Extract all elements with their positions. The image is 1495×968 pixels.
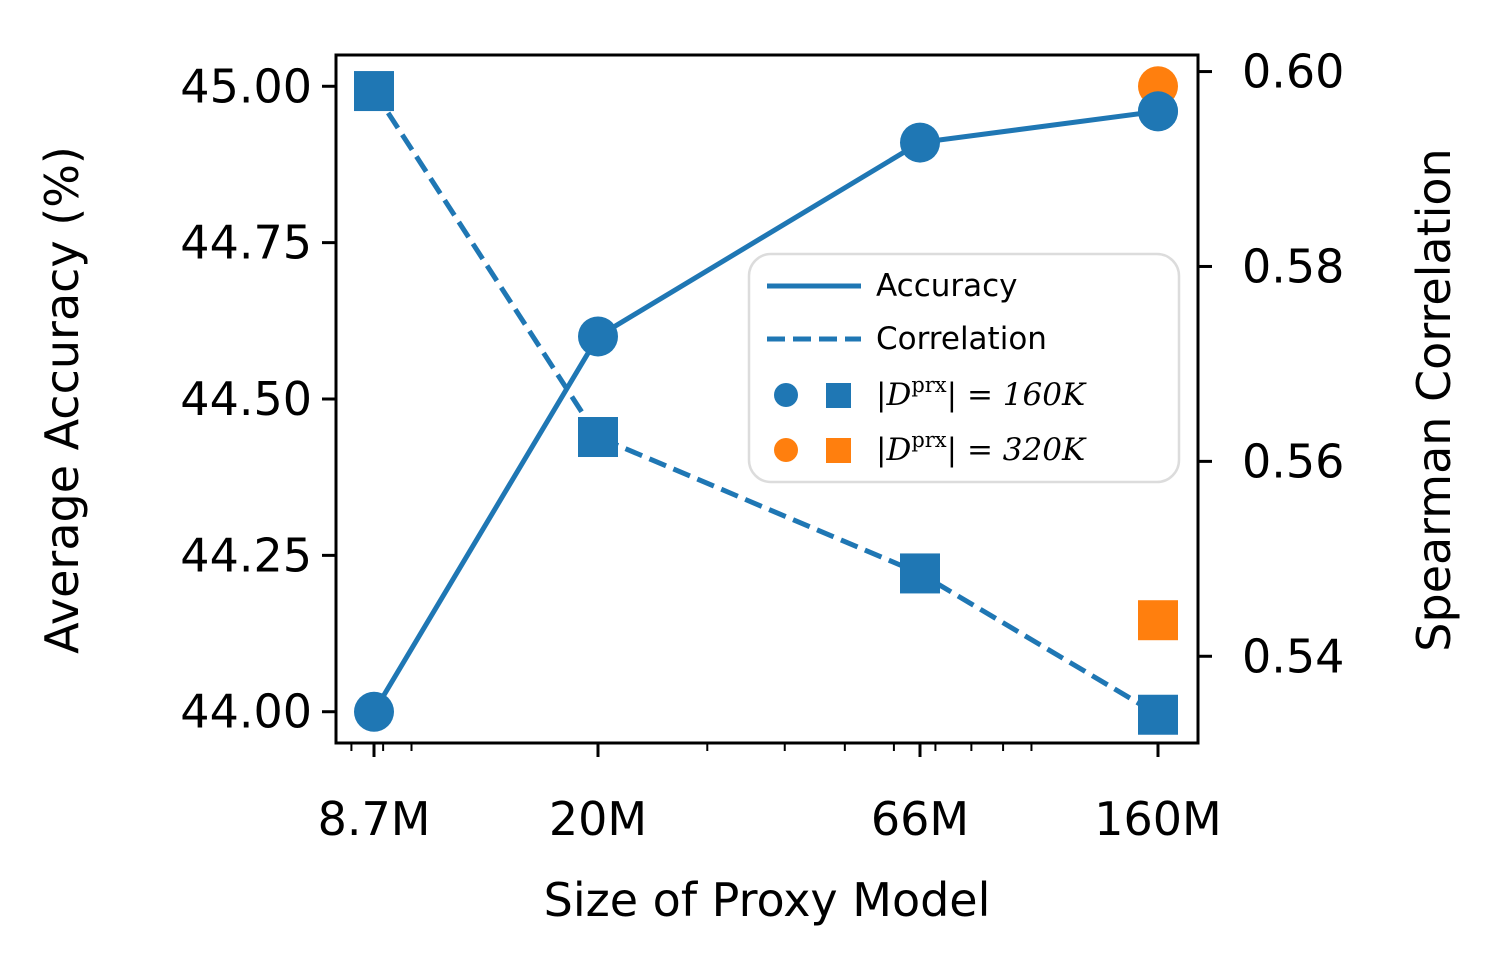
legend-160k-label: |Dprx| = 160K — [876, 373, 1087, 413]
accuracy-line — [371, 108, 1159, 714]
x-tick-label: 66M — [871, 792, 969, 846]
correlation-320k-point — [1138, 600, 1178, 641]
accuracy-point — [578, 316, 618, 357]
legend-box — [747, 252, 1181, 484]
x-tick-label: 20M — [549, 792, 647, 846]
y-left-tick-label: 44.50 — [180, 372, 312, 426]
legend-160k-circle-swatch — [774, 383, 798, 407]
legend-320k-label: |Dprx| = 320K — [876, 428, 1087, 468]
legend-320k-circle-swatch — [774, 438, 798, 462]
y-left-tick-label: 45.00 — [180, 59, 312, 113]
accuracy-point — [354, 691, 394, 732]
y-axis-right-label: Spearman Correlation — [1407, 148, 1461, 651]
x-axis-label: Size of Proxy Model — [544, 873, 991, 927]
x-tick-label: 8.7M — [318, 792, 431, 846]
legend-160k-square-swatch — [826, 383, 851, 408]
accuracy-point-160m-front — [1138, 91, 1178, 132]
y-right-tick-label: 0.58 — [1242, 239, 1344, 293]
correlation-line — [371, 89, 1160, 717]
legend: Accuracy Correlation |Dprx| = 160K |Dprx… — [747, 252, 1181, 484]
y-axis-left-label: Average Accuracy (%) — [35, 146, 89, 654]
correlation-point — [900, 553, 940, 594]
y-left-tick-label: 44.25 — [180, 528, 312, 582]
legend-320k-square-swatch — [826, 438, 851, 463]
y-left-tick-label: 44.00 — [180, 685, 312, 739]
legend-correlation-label: Correlation — [876, 321, 1047, 357]
y-right-tick-label: 0.54 — [1242, 629, 1344, 683]
correlation-point — [1138, 694, 1178, 735]
accuracy-point — [900, 122, 940, 163]
correlation-point — [354, 71, 394, 112]
y-left-tick-label: 44.75 — [180, 216, 312, 270]
correlation-point — [578, 417, 618, 458]
y-right-tick-label: 0.60 — [1242, 45, 1344, 99]
x-tick-label: 160M — [1094, 792, 1222, 846]
y-right-tick-label: 0.56 — [1242, 434, 1344, 488]
legend-accuracy-label: Accuracy — [876, 268, 1018, 304]
